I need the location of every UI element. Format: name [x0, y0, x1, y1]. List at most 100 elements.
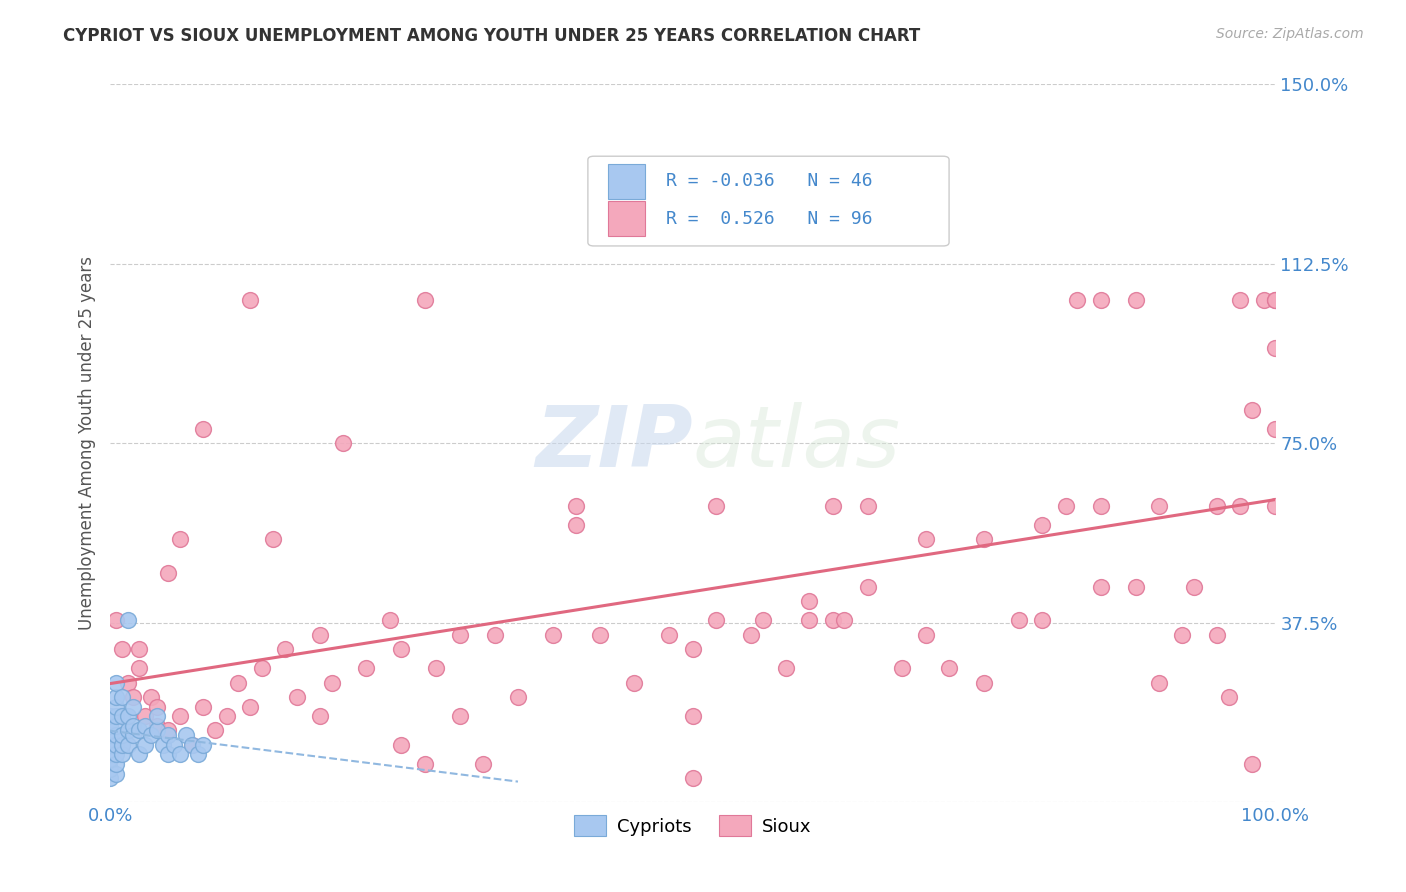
Point — [1264, 293, 1286, 307]
Point — [111, 709, 134, 723]
Point — [98, 728, 121, 742]
Point — [391, 642, 413, 657]
Point — [1147, 675, 1170, 690]
Point — [104, 728, 127, 742]
Point — [128, 642, 150, 657]
Point — [472, 756, 495, 771]
Point — [832, 614, 855, 628]
Point — [145, 709, 167, 723]
Point — [204, 723, 226, 738]
Point — [117, 723, 139, 738]
Point — [588, 628, 610, 642]
Point — [751, 614, 773, 628]
Point — [704, 614, 727, 628]
Point — [285, 690, 308, 704]
Point — [104, 699, 127, 714]
Point — [104, 756, 127, 771]
Point — [1090, 580, 1112, 594]
Text: R = -0.036   N = 46: R = -0.036 N = 46 — [666, 172, 873, 190]
Point — [239, 293, 262, 307]
Text: Source: ZipAtlas.com: Source: ZipAtlas.com — [1216, 27, 1364, 41]
Text: R =  0.526   N = 96: R = 0.526 N = 96 — [666, 210, 873, 227]
Point — [378, 614, 401, 628]
Text: ZIP: ZIP — [536, 402, 693, 485]
Point — [914, 532, 936, 546]
FancyBboxPatch shape — [607, 202, 645, 235]
Point — [98, 709, 121, 723]
Point — [799, 594, 821, 608]
Point — [239, 699, 262, 714]
Point — [1008, 614, 1031, 628]
Text: atlas: atlas — [693, 402, 901, 485]
Point — [391, 738, 413, 752]
Point — [1264, 341, 1286, 355]
Point — [682, 709, 704, 723]
FancyBboxPatch shape — [607, 164, 645, 199]
Point — [98, 772, 121, 786]
Point — [623, 675, 645, 690]
Point — [157, 747, 180, 762]
Point — [1125, 580, 1147, 594]
Point — [180, 738, 202, 752]
Point — [484, 628, 506, 642]
Point — [565, 517, 588, 532]
Point — [145, 719, 167, 733]
Point — [1090, 293, 1112, 307]
Point — [704, 499, 727, 513]
Point — [1031, 614, 1053, 628]
Point — [565, 499, 588, 513]
Point — [98, 747, 121, 762]
Legend: Cypriots, Sioux: Cypriots, Sioux — [567, 808, 818, 844]
Point — [122, 690, 145, 704]
Point — [117, 709, 139, 723]
Point — [145, 699, 167, 714]
Point — [98, 762, 121, 776]
Point — [1229, 293, 1251, 307]
Point — [541, 628, 564, 642]
Point — [1182, 580, 1205, 594]
Point — [215, 709, 238, 723]
Text: CYPRIOT VS SIOUX UNEMPLOYMENT AMONG YOUTH UNDER 25 YEARS CORRELATION CHART: CYPRIOT VS SIOUX UNEMPLOYMENT AMONG YOUT… — [63, 27, 921, 45]
Point — [134, 738, 156, 752]
Point — [821, 499, 844, 513]
Point — [134, 719, 156, 733]
Point — [262, 532, 284, 546]
Point — [122, 728, 145, 742]
Point — [117, 614, 139, 628]
Point — [104, 766, 127, 780]
Point — [449, 709, 471, 723]
Point — [1090, 499, 1112, 513]
Point — [1031, 517, 1053, 532]
Point — [1264, 499, 1286, 513]
Point — [117, 738, 139, 752]
Point — [157, 728, 180, 742]
Point — [682, 772, 704, 786]
Point — [914, 628, 936, 642]
Point — [973, 675, 995, 690]
Point — [449, 628, 471, 642]
Point — [1218, 690, 1240, 704]
Point — [139, 728, 162, 742]
Point — [134, 709, 156, 723]
Point — [1240, 756, 1263, 771]
Point — [145, 723, 167, 738]
Point — [332, 436, 354, 450]
Point — [799, 614, 821, 628]
Point — [938, 661, 960, 675]
Point — [856, 580, 879, 594]
Point — [740, 628, 762, 642]
Point — [413, 293, 436, 307]
Point — [98, 738, 121, 752]
Point — [174, 728, 197, 742]
Point — [821, 614, 844, 628]
Point — [111, 738, 134, 752]
Point — [111, 642, 134, 657]
Point — [321, 675, 343, 690]
Point — [169, 709, 191, 723]
Point — [1206, 628, 1229, 642]
Point — [169, 747, 191, 762]
Point — [682, 642, 704, 657]
Point — [274, 642, 297, 657]
Point — [1206, 499, 1229, 513]
Point — [117, 675, 139, 690]
